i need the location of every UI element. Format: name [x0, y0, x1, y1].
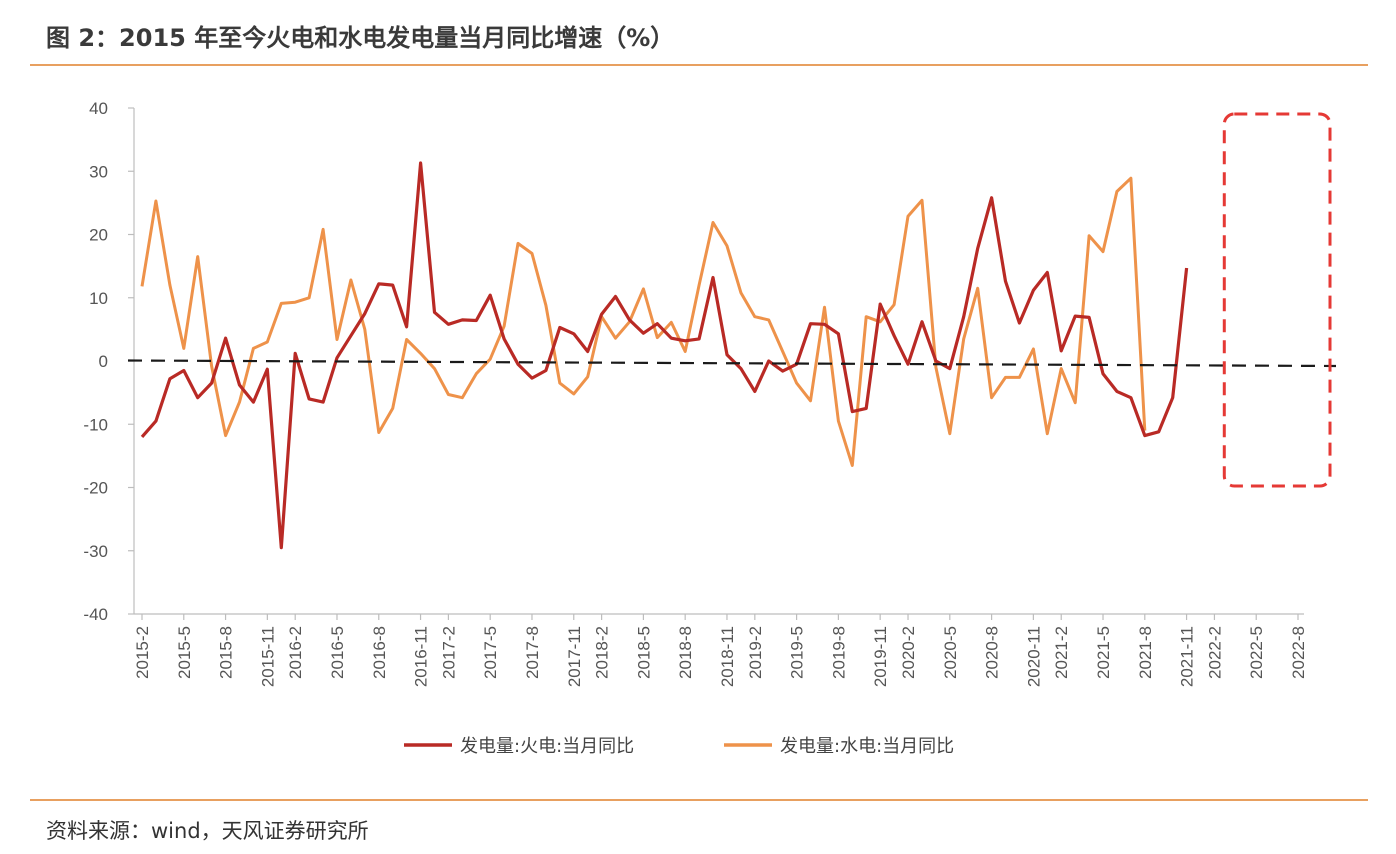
- x-tick-label: 2017-8: [523, 626, 542, 679]
- legend-label-hydro: 发电量:水电:当月同比: [780, 736, 954, 757]
- series-line-thermal: [140, 161, 1189, 550]
- x-tick-label: 2018-8: [676, 626, 695, 679]
- x-tick-label: 2017-2: [439, 626, 458, 679]
- y-tick-label: 20: [89, 226, 108, 245]
- highlight-layer: [1222, 112, 1332, 488]
- y-tick-label: 10: [89, 289, 108, 308]
- x-tick-label: 2020-11: [1024, 626, 1043, 687]
- y-tick-label: -30: [83, 542, 108, 561]
- highlight-box: [1222, 112, 1332, 488]
- x-tick-label: 2021-2: [1052, 626, 1071, 679]
- x-tick-label: 2020-2: [899, 626, 918, 679]
- x-tick-label: 2021-8: [1136, 626, 1155, 679]
- x-tick-label: 2016-11: [412, 626, 431, 687]
- x-tick-label: 2017-5: [481, 626, 500, 679]
- x-tick-label: 2019-2: [746, 626, 765, 679]
- x-tick-label: 2022-5: [1247, 626, 1266, 679]
- x-tick-label: 2020-5: [941, 626, 960, 679]
- chart-title: 图 2：2015 年至今火电和水电发电量当月同比增速（%）: [46, 24, 675, 52]
- x-tick-label: 2015-5: [175, 626, 194, 679]
- legend-label-thermal: 发电量:火电:当月同比: [460, 736, 634, 757]
- series-layer: [127, 161, 1337, 550]
- y-tick-label: -20: [83, 479, 108, 498]
- x-tick-label: 2020-8: [983, 626, 1002, 679]
- x-tick-label: 2015-2: [133, 626, 152, 679]
- y-tick-label: 0: [99, 352, 108, 371]
- y-tick-label: -10: [83, 415, 108, 434]
- x-tick-label: 2017-11: [565, 626, 584, 687]
- legend: 发电量:火电:当月同比 发电量:水电:当月同比: [404, 736, 954, 757]
- x-tick-label: 2016-8: [370, 626, 389, 679]
- x-tick-label: 2022-2: [1205, 626, 1224, 679]
- y-tick-label: 40: [89, 99, 108, 118]
- y-tick-label: -40: [83, 605, 108, 624]
- x-tick-label: 2019-5: [788, 626, 807, 679]
- top-divider: [30, 64, 1368, 66]
- x-tick-label: 2018-2: [593, 626, 612, 679]
- y-tick-label: 30: [89, 162, 108, 181]
- x-axis: 2015-2 2015-5 2015-8 2015-11 2016-2 2016-5 201…: [133, 613, 1308, 687]
- x-tick-label: 2019-11: [871, 626, 890, 687]
- x-tick-label: 2016-5: [328, 626, 347, 679]
- source-note: 资料来源：wind，天风证券研究所: [46, 819, 369, 843]
- x-tick-label: 2018-11: [718, 626, 737, 687]
- y-axis: 40 30 20 10 0 -10 -20 -30 -40: [83, 99, 135, 624]
- x-tick-label: 2022-8: [1289, 626, 1308, 679]
- series-line-hydro: [140, 176, 1147, 467]
- line-chart: 40 30 20 10 0 -10 -20 -30 -40 2015-2 2015-5 2015-8…: [83, 99, 1337, 757]
- bottom-divider: [30, 799, 1368, 801]
- x-tick-label: 2019-8: [829, 626, 848, 679]
- x-tick-label: 2015-11: [258, 626, 277, 687]
- x-tick-label: 2021-5: [1094, 626, 1113, 679]
- x-tick-label: 2018-5: [634, 626, 653, 679]
- zero-baseline: [127, 359, 1337, 368]
- x-tick-label: 2016-2: [286, 626, 305, 679]
- x-tick-label: 2015-8: [217, 626, 236, 679]
- x-tick-label: 2021-11: [1178, 626, 1197, 687]
